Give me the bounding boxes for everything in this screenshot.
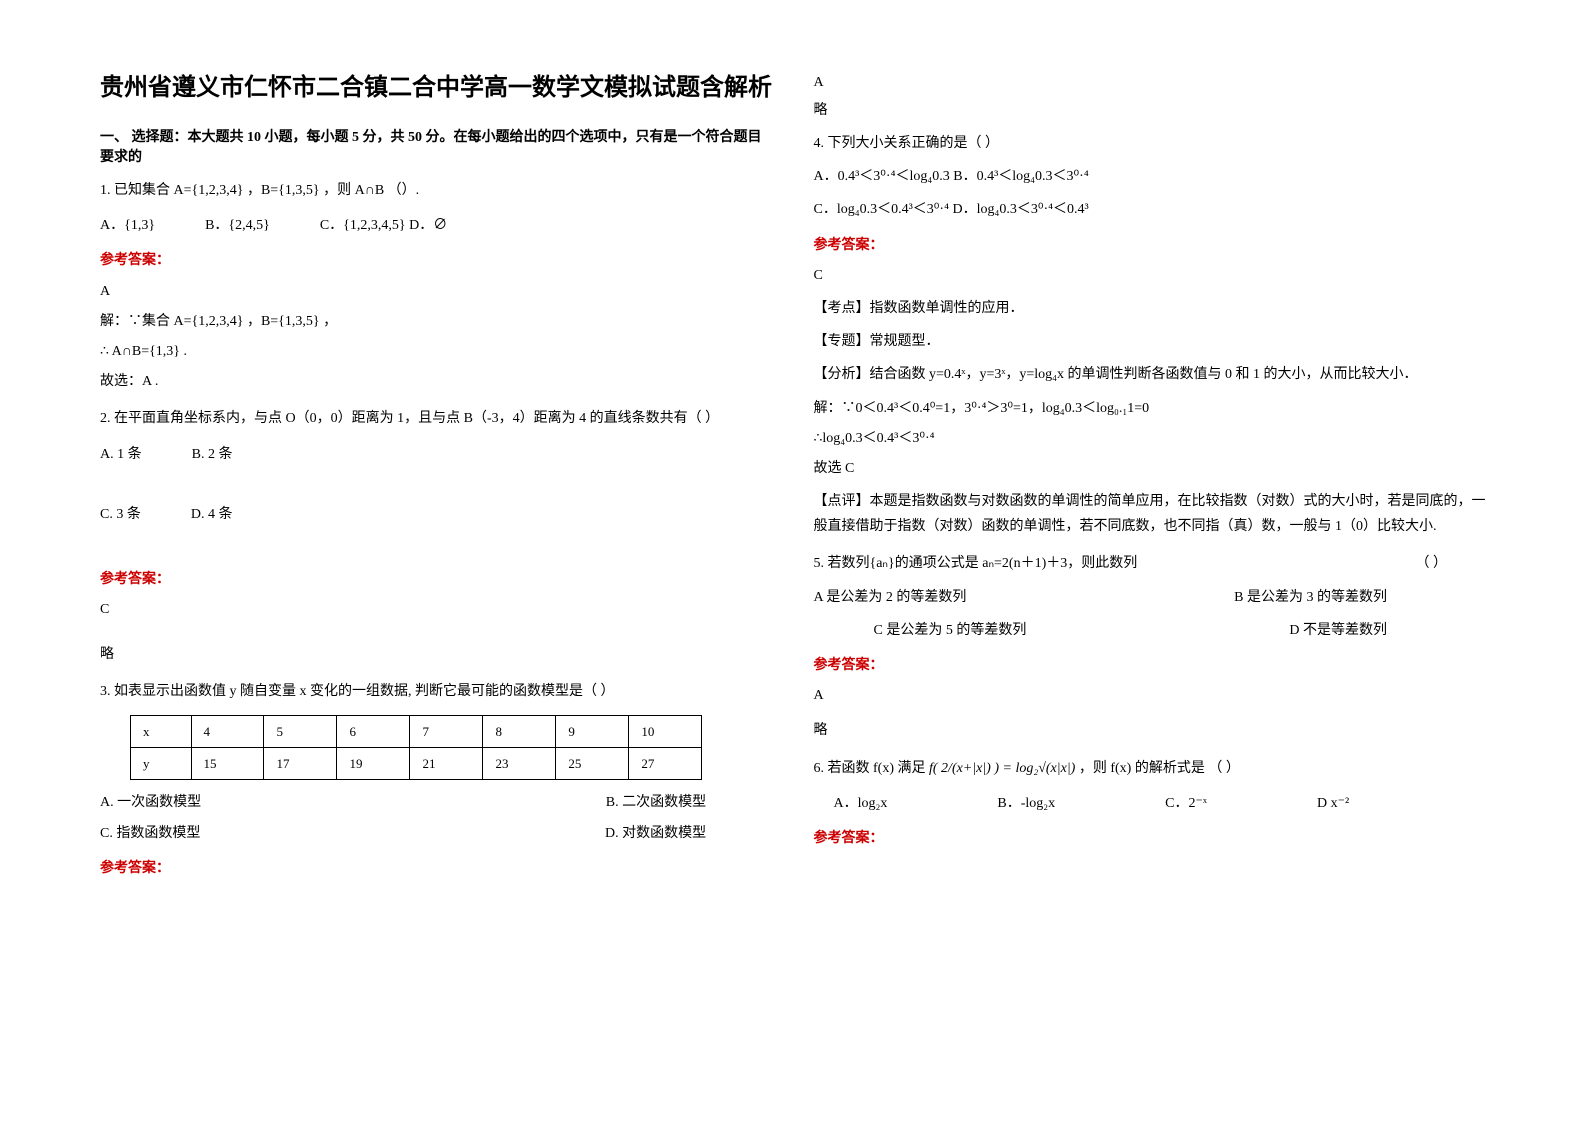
q5-answer: A	[814, 683, 1488, 708]
q4-answer-label: 参考答案：	[814, 233, 1488, 258]
q6-formula: f( 2/(x+|x|) ) = log₂√(x|x|)	[929, 761, 1075, 776]
table-cell: 7	[410, 715, 483, 747]
table-row: y 15 17 19 21 23 25 27	[131, 748, 702, 780]
left-column: 贵州省遵义市仁怀市二合镇二合中学高一数学文模拟试题含解析 一、 选择题：本大题共…	[80, 70, 794, 1052]
question-3: 3. 如表显示出函数值 y 随自变量 x 变化的一组数据, 判断它最可能的函数模…	[100, 679, 774, 881]
q4-sol2: ∴log₄0.3＜0.4³＜3⁰·⁴	[814, 426, 1488, 451]
q4-zhuanti: 【专题】常规题型．	[814, 329, 1488, 354]
table-cell: 8	[483, 715, 556, 747]
table-cell: 19	[337, 748, 410, 780]
q4-fenxi: 【分析】结合函数 y=0.4ˣ，y=3ˣ，y=log₄x 的单调性判断各函数值与…	[814, 362, 1488, 387]
question-1: 1. 已知集合 A={1,2,3,4} ，B={1,3,5} ，则 A∩B （）…	[100, 178, 774, 394]
q6-text: 6. 若函数 f(x) 满足 f( 2/(x+|x|) ) = log₂√(x|…	[814, 756, 1488, 781]
question-6: 6. 若函数 f(x) 满足 f( 2/(x+|x|) ) = log₂√(x|…	[814, 756, 1488, 852]
table-cell: 6	[337, 715, 410, 747]
q5-paren: （ ）	[1416, 551, 1448, 576]
q3-text: 3. 如表显示出函数值 y 随自变量 x 变化的一组数据, 判断它最可能的函数模…	[100, 679, 774, 704]
table-cell: 17	[264, 748, 337, 780]
q5-text-content: 5. 若数列{aₙ}的通项公式是 aₙ=2(n＋1)＋3，则此数列	[814, 556, 1138, 571]
q1-sol1: 解：∵集合 A={1,2,3,4} ，B={1,3,5} ，	[100, 309, 774, 334]
table-cell: 21	[410, 748, 483, 780]
q5-brief: 略	[814, 718, 1488, 743]
q5-optC: C 是公差为 5 的等差数列	[874, 618, 1027, 643]
table-cell: 4	[191, 715, 264, 747]
q6-options: A．log₂x B．-log₂x C．2⁻ˣ D x⁻²	[834, 791, 1488, 816]
table-cell: 5	[264, 715, 337, 747]
q3-brief: 略	[814, 99, 1488, 119]
q4-optC: C．log₄0.3＜0.4³＜3⁰·⁴ D．log₄0.3＜3⁰·⁴＜0.4³	[814, 197, 1488, 222]
q6-optD: D x⁻²	[1317, 791, 1349, 816]
question-5: 5. 若数列{aₙ}的通项公式是 aₙ=2(n＋1)＋3，则此数列 （ ） A …	[814, 551, 1488, 743]
q1-answer-label: 参考答案：	[100, 248, 774, 273]
q3-answer: A	[814, 75, 1488, 91]
q1-optA: A．{1,3}	[100, 213, 155, 238]
q1-sol2: ∴ A∩B={1,3} .	[100, 339, 774, 364]
q5-options-row2: C 是公差为 5 的等差数列 D 不是等差数列	[874, 618, 1488, 643]
question-2: 2. 在平面直角坐标系内，与点 O（0，0）距离为 1，且与点 B（-3，4）距…	[100, 406, 774, 667]
q3-options-row1: A. 一次函数模型 B. 二次函数模型	[100, 790, 706, 815]
q4-sol3: 故选 C	[814, 456, 1488, 481]
q6-optC: C．2⁻ˣ	[1165, 791, 1207, 816]
q5-optD: D 不是等差数列	[1289, 618, 1387, 643]
q2-optA: A. 1 条	[100, 442, 142, 467]
doc-title: 贵州省遵义市仁怀市二合镇二合中学高一数学文模拟试题含解析	[100, 70, 774, 106]
q3-optB: B. 二次函数模型	[606, 790, 706, 815]
q1-optC: C．{1,2,3,4,5} D．∅	[320, 213, 447, 238]
q1-options: A．{1,3} B．{2,4,5} C．{1,2,3,4,5} D．∅	[100, 213, 774, 238]
q4-optA: A．0.4³＜3⁰·⁴＜log₄0.3 B．0.4³＜log₄0.3＜3⁰·⁴	[814, 164, 1488, 189]
table-cell: 25	[556, 748, 629, 780]
q6-optB: B．-log₂x	[997, 791, 1055, 816]
q3-table: x 4 5 6 7 8 9 10 y 15 17 19 21 23 25 27	[130, 715, 702, 781]
q2-optB: B. 2 条	[192, 442, 233, 467]
q3-answer-label: 参考答案：	[100, 856, 774, 881]
q2-optC: C. 3 条	[100, 502, 141, 527]
q2-answer-label: 参考答案：	[100, 567, 774, 592]
q4-sol1: 解：∵0＜0.4³＜0.4⁰=1，3⁰·⁴＞3⁰=1，log₄0.3＜log₀.…	[814, 396, 1488, 421]
q2-options-row2: C. 3 条 D. 4 条	[100, 502, 774, 527]
q5-answer-label: 参考答案：	[814, 653, 1488, 678]
q6-answer-label: 参考答案：	[814, 826, 1488, 851]
q5-text: 5. 若数列{aₙ}的通项公式是 aₙ=2(n＋1)＋3，则此数列 （ ）	[814, 551, 1488, 576]
q6-optA: A．log₂x	[834, 791, 888, 816]
q1-sol3: 故选：A .	[100, 369, 774, 394]
q5-optA: A 是公差为 2 的等差数列	[814, 585, 967, 610]
q5-optB: B 是公差为 3 的等差数列	[1234, 585, 1387, 610]
q5-options-row1: A 是公差为 2 的等差数列 B 是公差为 3 的等差数列	[814, 585, 1488, 610]
table-cell: 10	[629, 715, 702, 747]
q2-brief: 略	[100, 642, 774, 667]
q3-options-row2: C. 指数函数模型 D. 对数函数模型	[100, 821, 706, 846]
q4-kaodian: 【考点】指数函数单调性的应用．	[814, 296, 1488, 321]
q3-optC: C. 指数函数模型	[100, 821, 200, 846]
right-column: A 略 4. 下列大小关系正确的是（ ） A．0.4³＜3⁰·⁴＜log₄0.3…	[794, 70, 1508, 1052]
q3-optA: A. 一次函数模型	[100, 790, 201, 815]
q2-options-row1: A. 1 条 B. 2 条	[100, 442, 774, 467]
table-cell: 23	[483, 748, 556, 780]
section-header: 一、 选择题：本大题共 10 小题，每小题 5 分，共 50 分。在每小题给出的…	[100, 126, 774, 166]
table-row: x 4 5 6 7 8 9 10	[131, 715, 702, 747]
table-cell: 27	[629, 748, 702, 780]
q4-dianping: 【点评】本题是指数函数与对数函数的单调性的简单应用，在比较指数（对数）式的大小时…	[814, 489, 1488, 539]
q2-answer: C	[100, 597, 774, 622]
table-cell: 9	[556, 715, 629, 747]
q6-text-pre: 6. 若函数 f(x) 满足	[814, 761, 930, 776]
q3-optD: D. 对数函数模型	[605, 821, 706, 846]
table-cell: y	[131, 748, 192, 780]
q4-text: 4. 下列大小关系正确的是（ ）	[814, 131, 1488, 156]
q1-optB: B．{2,4,5}	[205, 213, 270, 238]
q6-text-post: ，则 f(x) 的解析式是 （ ）	[1079, 761, 1240, 776]
question-4: 4. 下列大小关系正确的是（ ） A．0.4³＜3⁰·⁴＜log₄0.3 B．0…	[814, 131, 1488, 539]
q2-text: 2. 在平面直角坐标系内，与点 O（0，0）距离为 1，且与点 B（-3，4）距…	[100, 406, 774, 431]
q2-optD: D. 4 条	[191, 502, 233, 527]
table-cell: 15	[191, 748, 264, 780]
q1-answer: A	[100, 279, 774, 304]
table-cell: x	[131, 715, 192, 747]
q1-text: 1. 已知集合 A={1,2,3,4} ，B={1,3,5} ，则 A∩B （）…	[100, 178, 774, 203]
q4-answer: C	[814, 263, 1488, 288]
